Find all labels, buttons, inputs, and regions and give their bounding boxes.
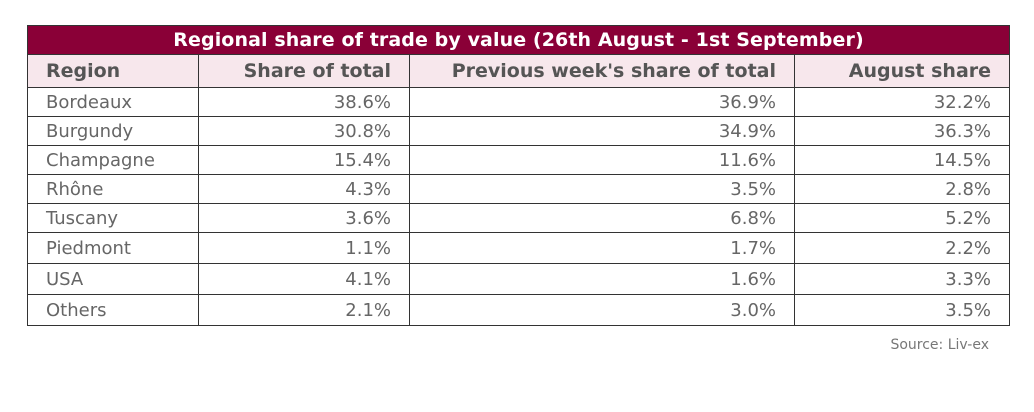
table-title: Regional share of trade by value (26th A…: [26, 25, 1011, 55]
column-header-august-share: August share: [793, 54, 1011, 88]
share-cell: 30.8%: [198, 116, 410, 146]
share-cell: 1.1%: [198, 232, 410, 264]
previous-week-cell: 6.8%: [409, 203, 795, 233]
region-cell: Burgundy: [27, 116, 199, 146]
region-cell: Champagne: [27, 145, 199, 175]
share-cell: 4.1%: [198, 263, 410, 295]
table-row: Piedmont 1.1% 1.7% 2.2%: [27, 232, 1011, 264]
region-cell: Piedmont: [27, 232, 199, 264]
column-header-share-of-total: Share of total: [198, 54, 410, 88]
august-share-cell: 3.5%: [793, 294, 1011, 326]
region-cell: Bordeaux: [27, 87, 199, 117]
region-cell: Others: [27, 294, 199, 326]
august-share-cell: 2.8%: [793, 174, 1011, 204]
table-row: Champagne 15.4% 11.6% 14.5%: [27, 145, 1011, 175]
previous-week-cell: 34.9%: [409, 116, 795, 146]
august-share-cell: 14.5%: [793, 145, 1011, 175]
previous-week-cell: 3.0%: [409, 294, 795, 326]
august-share-cell: 2.2%: [793, 232, 1011, 264]
source-note: Source: Liv-ex: [890, 337, 989, 353]
share-cell: 4.3%: [198, 174, 410, 204]
previous-week-cell: 36.9%: [409, 87, 795, 117]
region-cell: Tuscany: [27, 203, 199, 233]
trade-share-table: Regional share of trade by value (26th A…: [26, 25, 1011, 326]
trade-share-table-container: Regional share of trade by value (26th A…: [26, 25, 1011, 326]
share-cell: 2.1%: [198, 294, 410, 326]
table-row: Tuscany 3.6% 6.8% 5.2%: [27, 203, 1011, 233]
column-header-previous-week-share: Previous week's share of total: [409, 54, 795, 88]
previous-week-cell: 11.6%: [409, 145, 795, 175]
table-row: Burgundy 30.8% 34.9% 36.3%: [27, 116, 1011, 146]
table-row: Bordeaux 38.6% 36.9% 32.2%: [27, 87, 1011, 117]
previous-week-cell: 1.7%: [409, 232, 795, 264]
august-share-cell: 5.2%: [793, 203, 1011, 233]
previous-week-cell: 1.6%: [409, 263, 795, 295]
table-row: Rhône 4.3% 3.5% 2.8%: [27, 174, 1011, 204]
share-cell: 15.4%: [198, 145, 410, 175]
column-header-region: Region: [27, 54, 199, 88]
region-cell: USA: [27, 263, 199, 295]
table-row: Others 2.1% 3.0% 3.5%: [27, 294, 1011, 326]
header-row: Region Share of total Previous week's sh…: [27, 54, 1011, 88]
title-row: Regional share of trade by value (26th A…: [26, 25, 1011, 55]
region-cell: Rhône: [27, 174, 199, 204]
august-share-cell: 36.3%: [793, 116, 1011, 146]
share-cell: 38.6%: [198, 87, 410, 117]
table-row: USA 4.1% 1.6% 3.3%: [27, 263, 1011, 295]
previous-week-cell: 3.5%: [409, 174, 795, 204]
share-cell: 3.6%: [198, 203, 410, 233]
august-share-cell: 3.3%: [793, 263, 1011, 295]
august-share-cell: 32.2%: [793, 87, 1011, 117]
